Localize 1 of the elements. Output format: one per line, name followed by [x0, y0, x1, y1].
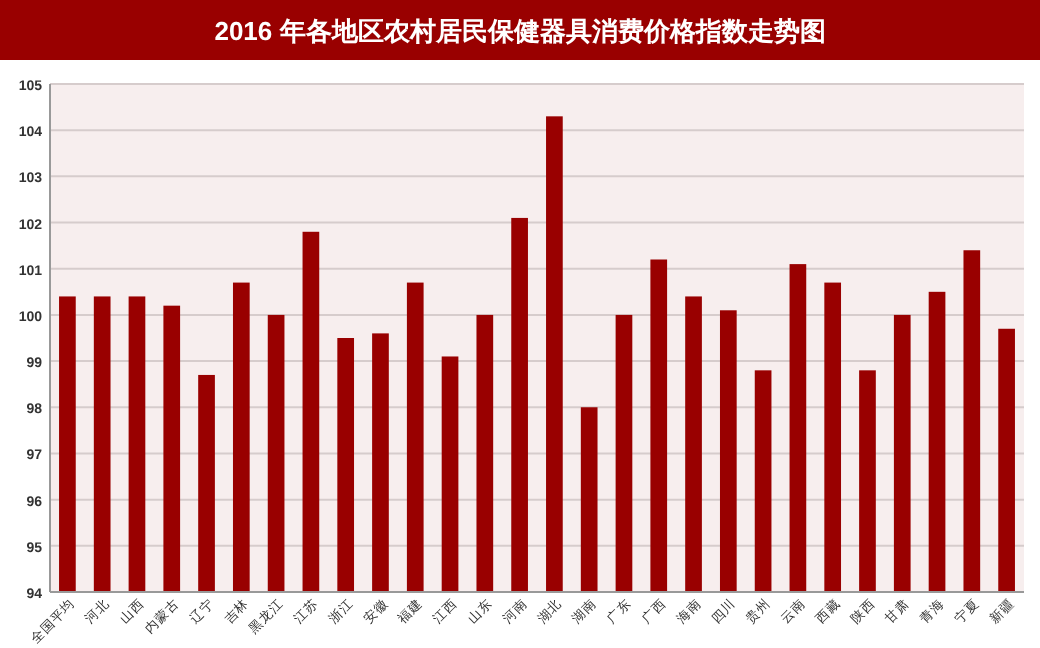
title: 2016 年各地区农村居民保健器具消费价格指数走势图 [214, 16, 826, 46]
